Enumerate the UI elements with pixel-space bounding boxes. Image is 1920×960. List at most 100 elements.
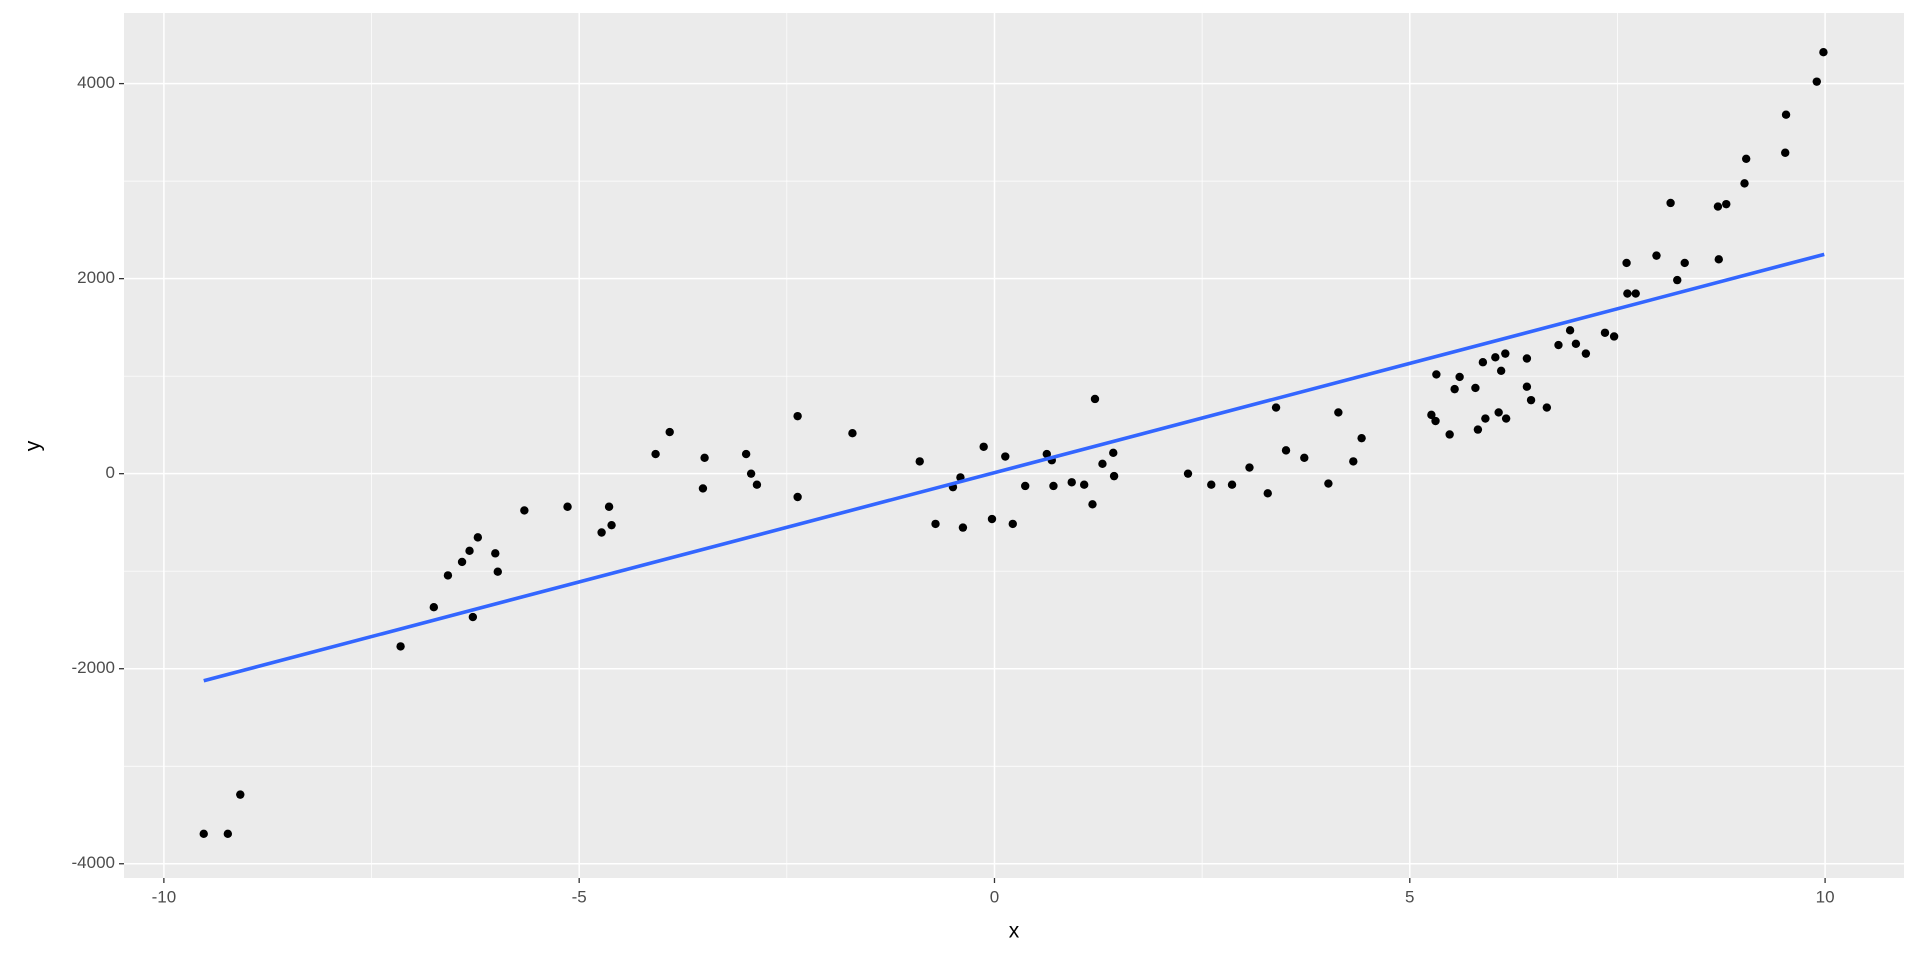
point [651, 449, 660, 459]
point [1098, 459, 1107, 469]
point [1357, 433, 1366, 443]
point [473, 533, 483, 542]
x-axis-title: x [1009, 920, 1020, 943]
fit-line [203, 252, 1825, 683]
x-tick-label: 5 [1405, 887, 1414, 906]
point [915, 457, 924, 466]
point [1526, 395, 1536, 405]
point [1571, 339, 1581, 348]
point [604, 502, 614, 511]
point [1522, 382, 1532, 391]
point [1109, 471, 1119, 481]
point [1455, 372, 1464, 382]
x-tick-label: -10 [152, 887, 177, 906]
point [1673, 275, 1682, 285]
point [979, 442, 988, 451]
point [1722, 199, 1731, 209]
point [597, 528, 606, 537]
point [1183, 469, 1193, 478]
point [563, 502, 572, 511]
y-tick-label: -2000 [72, 658, 115, 677]
point [1042, 449, 1052, 459]
point [1481, 414, 1490, 423]
panel [124, 13, 1904, 878]
point [1088, 500, 1097, 509]
point [1622, 258, 1631, 268]
point [1491, 353, 1500, 362]
point [1812, 77, 1821, 86]
point [520, 506, 529, 515]
point [1740, 179, 1749, 188]
point [1781, 110, 1791, 119]
point [1263, 489, 1272, 498]
point [1001, 452, 1010, 461]
x-tick-label: -5 [572, 887, 587, 906]
point [1652, 251, 1661, 260]
point [1300, 453, 1309, 462]
point [1680, 258, 1689, 268]
point [1079, 480, 1089, 489]
point [1008, 519, 1017, 529]
point [848, 429, 857, 438]
point [1623, 289, 1632, 298]
point [429, 602, 439, 612]
point [1600, 328, 1610, 337]
point [1542, 403, 1552, 412]
point [958, 523, 968, 532]
point [1049, 481, 1058, 491]
point [1501, 414, 1511, 423]
point [1631, 289, 1640, 298]
point [700, 453, 709, 462]
point [457, 557, 467, 567]
point [1450, 384, 1459, 394]
point [1666, 198, 1675, 208]
point [1431, 416, 1440, 426]
point [1334, 408, 1343, 417]
point [1349, 457, 1358, 466]
point [1522, 354, 1532, 363]
point [752, 480, 762, 489]
point [468, 612, 478, 622]
point [1207, 480, 1216, 489]
point [493, 567, 502, 576]
point [491, 549, 500, 558]
point [1445, 430, 1454, 439]
point [1501, 349, 1510, 358]
point [1819, 48, 1828, 57]
point [1554, 340, 1563, 350]
point [1109, 448, 1118, 458]
point [1471, 383, 1480, 393]
point [607, 520, 616, 530]
x-tick-label: 0 [990, 887, 999, 906]
point [199, 829, 208, 839]
point [1245, 463, 1254, 472]
point [665, 427, 674, 437]
point [1581, 349, 1591, 358]
point [396, 642, 405, 651]
point [1714, 255, 1723, 264]
point [1324, 479, 1333, 488]
point [741, 449, 751, 459]
point [1432, 370, 1441, 379]
point [793, 492, 802, 502]
y-tick-label: -4000 [72, 853, 115, 872]
point [1494, 408, 1503, 417]
point [987, 514, 997, 524]
point [1565, 326, 1575, 335]
point [1227, 480, 1237, 489]
point [746, 469, 756, 478]
y-tick-label: 2000 [77, 268, 115, 287]
point [1271, 403, 1281, 412]
point [1781, 148, 1790, 157]
point [931, 519, 940, 529]
y-tick-label: 4000 [77, 73, 115, 92]
point [1090, 394, 1100, 404]
point [236, 790, 245, 799]
y-tick-label: 0 [106, 463, 115, 482]
point [698, 484, 708, 493]
point [1741, 154, 1751, 163]
x-tick-label: 10 [1816, 887, 1835, 906]
point [443, 571, 453, 580]
